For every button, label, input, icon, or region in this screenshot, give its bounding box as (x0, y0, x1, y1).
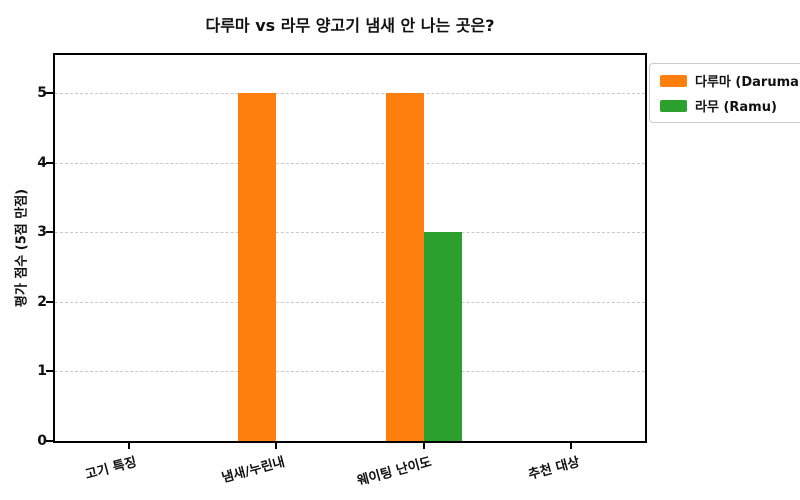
gridline (55, 371, 645, 373)
x-tick-mark (422, 443, 425, 449)
gridline (55, 301, 645, 303)
y-tick-mark (46, 440, 53, 442)
gridline (55, 162, 645, 164)
y-tick-mark (46, 231, 53, 234)
gridline (55, 93, 645, 94)
y-tick-label: 0 (37, 433, 47, 449)
y-tick-mark (46, 92, 53, 94)
y-tick-label: 1 (37, 363, 47, 380)
x-tick-label: 고기 특징 (84, 454, 139, 483)
legend-item-daruma: 다루마 (Daruma) (660, 71, 800, 90)
bar-series0-cat1 (238, 93, 277, 441)
plot-area (53, 53, 647, 443)
x-tick-label: 추천 대상 (526, 454, 582, 483)
y-tick-label: 5 (37, 85, 47, 101)
bar-series0-cat2 (385, 93, 424, 441)
y-tick-mark (46, 300, 53, 303)
y-axis-label: 평가 점수 (5점 만점) (14, 188, 30, 308)
bar-series1-cat2 (423, 232, 462, 441)
x-tick-label: 냄새/누린내 (219, 454, 287, 487)
x-tick-mark (127, 443, 130, 449)
x-tick-mark (275, 443, 278, 449)
legend-swatch-daruma-icon (660, 74, 687, 87)
y-tick-mark (46, 370, 53, 373)
y-tick-mark (46, 161, 53, 164)
legend-item-ramu: 라무 (Ramu) (660, 96, 800, 115)
y-tick-label: 3 (37, 224, 47, 241)
legend: 다루마 (Daruma) 라무 (Ramu) (649, 63, 800, 123)
y-tick-label: 4 (37, 154, 47, 171)
x-tick-label: 웨이팅 난이도 (356, 454, 434, 490)
legend-label-daruma: 다루마 (Daruma) (695, 75, 800, 90)
chart-title: 다루마 vs 라무 양고기 냄새 안 나는 곳은? (205, 16, 495, 35)
gridline (55, 232, 645, 234)
x-tick-mark (570, 443, 573, 449)
y-tick-label: 2 (37, 293, 47, 310)
legend-label-ramu: 라무 (Ramu) (695, 100, 777, 115)
legend-swatch-ramu-icon (660, 99, 687, 112)
